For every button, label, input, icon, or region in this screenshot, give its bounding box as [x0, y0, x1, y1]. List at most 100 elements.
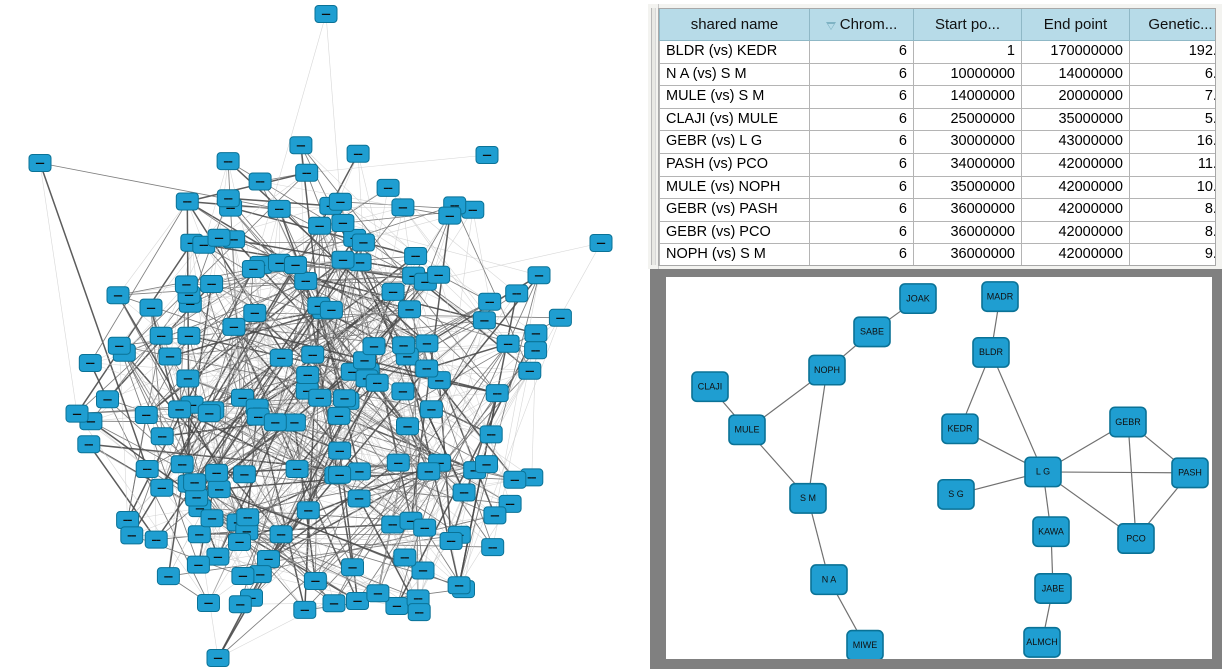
- graph-node[interactable]: [419, 400, 443, 419]
- graph-node[interactable]: [333, 389, 356, 408]
- graph-node[interactable]: [303, 572, 327, 590]
- graph-node[interactable]: [475, 455, 498, 474]
- graph-node[interactable]: [413, 518, 437, 537]
- graph-node[interactable]: [392, 336, 416, 355]
- edge[interactable]: [242, 397, 321, 577]
- table-scrollbar-track[interactable]: [651, 8, 656, 265]
- graph-node[interactable]: [106, 286, 130, 305]
- edge[interactable]: [127, 507, 200, 521]
- graph-node[interactable]: [248, 172, 272, 191]
- node-shape[interactable]: [691, 371, 729, 403]
- edge[interactable]: [458, 317, 561, 586]
- graph-node[interactable]: BLDR: [972, 336, 1010, 368]
- node-shape[interactable]: [808, 354, 846, 386]
- cell-genetic[interactable]: 5.9: [1129, 107, 1215, 132]
- graph-node[interactable]: [222, 317, 246, 336]
- graph-node[interactable]: PCO: [1117, 523, 1155, 554]
- graph-node[interactable]: [156, 567, 180, 586]
- edge[interactable]: [312, 291, 394, 356]
- edge[interactable]: [312, 353, 498, 394]
- graph-node[interactable]: [327, 406, 351, 425]
- graph-node[interactable]: [496, 334, 520, 353]
- edge[interactable]: [358, 469, 475, 499]
- graph-node[interactable]: [452, 483, 476, 502]
- edge[interactable]: [188, 335, 243, 398]
- edge[interactable]: [458, 392, 498, 586]
- graph-node[interactable]: [589, 234, 613, 252]
- graph-node[interactable]: [236, 508, 260, 527]
- graph-node[interactable]: NOPH: [808, 354, 846, 386]
- graph-node[interactable]: [475, 146, 499, 164]
- cell-shared_name[interactable]: GEBR (vs) PASH: [659, 198, 810, 222]
- graph-node[interactable]: [472, 311, 496, 330]
- cell-genetic[interactable]: 10.5: [1129, 175, 1215, 200]
- graph-node[interactable]: [404, 247, 428, 265]
- graph-node[interactable]: [503, 470, 527, 489]
- edge[interactable]: [307, 242, 364, 511]
- cell-end_point[interactable]: 42000000: [1021, 243, 1130, 265]
- edge[interactable]: [218, 172, 307, 238]
- cell-chromosome[interactable]: 6: [809, 107, 914, 132]
- edge[interactable]: [117, 201, 188, 296]
- graph-node[interactable]: [168, 400, 192, 419]
- edge[interactable]: [167, 283, 213, 577]
- edge[interactable]: [409, 308, 498, 394]
- graph-node[interactable]: [289, 136, 313, 155]
- edge[interactable]: [318, 242, 602, 306]
- edge[interactable]: [194, 312, 256, 483]
- cell-genetic[interactable]: 9.9: [1129, 243, 1215, 265]
- edge[interactable]: [342, 222, 540, 276]
- edge[interactable]: [88, 443, 360, 473]
- node-shape[interactable]: [728, 414, 766, 446]
- edge[interactable]: [161, 487, 219, 557]
- edge[interactable]: [146, 409, 432, 416]
- graph-node[interactable]: [322, 594, 346, 613]
- edge[interactable]: [377, 301, 490, 594]
- cell-end_point[interactable]: 20000000: [1021, 85, 1130, 109]
- graph-node[interactable]: [296, 366, 320, 384]
- edge[interactable]: [251, 392, 498, 599]
- graph-node[interactable]: [187, 525, 211, 544]
- graph-node[interactable]: [78, 354, 102, 372]
- edge[interactable]: [169, 309, 332, 358]
- column-header-start-point[interactable]: Start po...: [913, 9, 1022, 41]
- graph-node[interactable]: [485, 384, 509, 403]
- edge[interactable]: [494, 275, 540, 516]
- cell-shared_name[interactable]: BLDR (vs) KEDR: [659, 40, 810, 64]
- edge[interactable]: [373, 207, 404, 347]
- edge-BLDR-LG[interactable]: [990, 352, 1044, 473]
- edge[interactable]: [181, 291, 394, 465]
- graph-node[interactable]: [393, 548, 417, 567]
- edge[interactable]: [424, 275, 540, 528]
- edge[interactable]: [76, 242, 193, 415]
- node-shape[interactable]: [846, 629, 884, 659]
- node-shape[interactable]: [1109, 406, 1147, 438]
- graph-node[interactable]: [263, 413, 287, 432]
- node-shape[interactable]: [789, 482, 827, 514]
- edge[interactable]: [89, 201, 188, 364]
- cell-start_point[interactable]: 36000000: [913, 198, 1022, 222]
- graph-node[interactable]: [150, 427, 174, 446]
- cell-start_point[interactable]: 36000000: [913, 220, 1022, 245]
- node-shape[interactable]: [1034, 573, 1072, 604]
- graph-node[interactable]: [391, 382, 415, 401]
- graph-node[interactable]: [396, 417, 419, 436]
- graph-node[interactable]: [301, 345, 325, 364]
- graph-node[interactable]: [197, 594, 220, 612]
- edge[interactable]: [191, 241, 426, 283]
- edge[interactable]: [431, 293, 517, 410]
- graph-node[interactable]: [134, 406, 158, 424]
- graph-node[interactable]: [120, 526, 144, 545]
- graph-node[interactable]: [200, 509, 224, 528]
- graph-node[interactable]: [366, 584, 390, 603]
- subnetwork-canvas[interactable]: JOAK SABE NOPH CLAJI MULE S M N A MIWE MADR BLDR K…: [666, 277, 1212, 659]
- graph-node[interactable]: [478, 292, 502, 311]
- graph-node[interactable]: [197, 404, 221, 423]
- graph-node[interactable]: [186, 555, 210, 574]
- graph-node[interactable]: [205, 463, 229, 482]
- cell-genetic[interactable]: 8.4: [1129, 220, 1215, 245]
- graph-node[interactable]: [231, 567, 255, 585]
